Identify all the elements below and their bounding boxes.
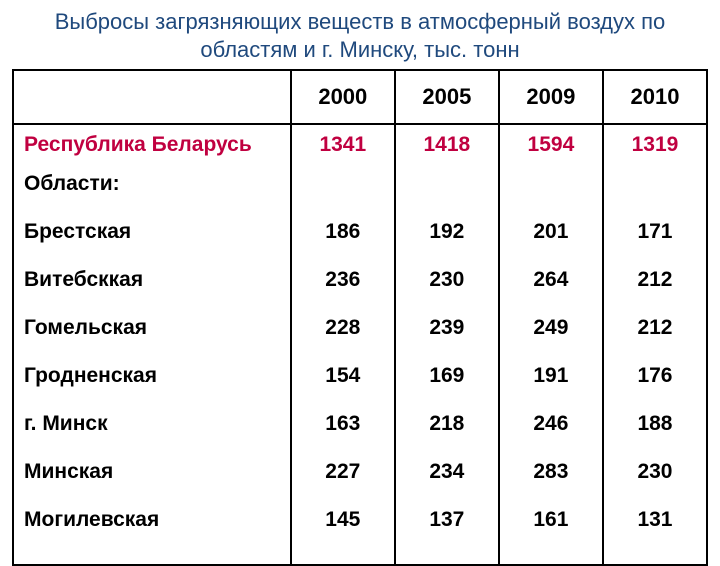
cell-value: 161 bbox=[533, 508, 568, 556]
cell-value: 228 bbox=[325, 316, 360, 364]
cell-value: 163 bbox=[325, 412, 360, 460]
data-table-wrap: 2000 2005 2009 2010 Республика БеларусьО… bbox=[12, 69, 708, 566]
cell-value: 176 bbox=[637, 364, 672, 412]
row-label: Гродненская bbox=[24, 364, 284, 412]
header-empty bbox=[13, 70, 291, 124]
cell-value: 191 bbox=[533, 364, 568, 412]
cell-value: 212 bbox=[637, 316, 672, 364]
page: Выбросы загрязняющих веществ в атмосферн… bbox=[0, 0, 720, 540]
row-label: Минская bbox=[24, 460, 284, 508]
cell-value: 188 bbox=[637, 412, 672, 460]
cell-value: 145 bbox=[325, 508, 360, 556]
cell-value: 234 bbox=[429, 460, 464, 508]
cell-value: 283 bbox=[533, 460, 568, 508]
row-label: Республика Беларусь bbox=[24, 133, 284, 172]
page-title: Выбросы загрязняющих веществ в атмосферн… bbox=[0, 0, 720, 69]
cell-value: 154 bbox=[325, 364, 360, 412]
cell-value: 171 bbox=[637, 220, 672, 268]
cell-value: 230 bbox=[429, 268, 464, 316]
header-year-1: 2005 bbox=[395, 70, 499, 124]
value-col-1: 1418 192230239169218234137 bbox=[395, 124, 499, 565]
value-list-0: 1341 186236228154163227145 bbox=[292, 125, 394, 556]
republic-value: 1594 bbox=[528, 133, 575, 172]
cell-value: 227 bbox=[325, 460, 360, 508]
cell-value: 201 bbox=[533, 220, 568, 268]
cell-value: 137 bbox=[429, 508, 464, 556]
republic-value: 1341 bbox=[319, 133, 366, 172]
cell-value: 230 bbox=[637, 460, 672, 508]
republic-value: 1319 bbox=[632, 133, 679, 172]
cell-value: 264 bbox=[533, 268, 568, 316]
cell-value: 218 bbox=[429, 412, 464, 460]
table-header-row: 2000 2005 2009 2010 bbox=[13, 70, 707, 124]
row-label: Витебсккая bbox=[24, 268, 284, 316]
data-table: 2000 2005 2009 2010 Республика БеларусьО… bbox=[12, 69, 708, 566]
cell-value: 212 bbox=[637, 268, 672, 316]
header-year-3: 2010 bbox=[603, 70, 707, 124]
value-list-3: 1319171212212176188230131 bbox=[604, 125, 706, 556]
cell-value: 236 bbox=[325, 268, 360, 316]
row-label: г. Минск bbox=[24, 412, 284, 460]
cell-value: 249 bbox=[533, 316, 568, 364]
cell-value: 192 bbox=[429, 220, 464, 268]
row-label: Брестская bbox=[24, 220, 284, 268]
value-col-2: 1594 201264249191246283161 bbox=[499, 124, 603, 565]
label-list: Республика БеларусьОбласти:БрестскаяВите… bbox=[24, 133, 284, 556]
cell-value: 169 bbox=[429, 364, 464, 412]
header-year-0: 2000 bbox=[291, 70, 395, 124]
table-body-row: Республика БеларусьОбласти:БрестскаяВите… bbox=[13, 124, 707, 565]
labels-cell: Республика БеларусьОбласти:БрестскаяВите… bbox=[13, 124, 291, 565]
row-label: Могилевская bbox=[24, 508, 284, 556]
row-label: Области: bbox=[24, 172, 284, 220]
cell-value: 246 bbox=[533, 412, 568, 460]
value-list-2: 1594 201264249191246283161 bbox=[500, 125, 602, 556]
value-col-3: 1319171212212176188230131 bbox=[603, 124, 707, 565]
value-list-1: 1418 192230239169218234137 bbox=[396, 125, 498, 556]
value-col-0: 1341 186236228154163227145 bbox=[291, 124, 395, 565]
cell-value: 239 bbox=[429, 316, 464, 364]
cell-value: 186 bbox=[325, 220, 360, 268]
cell-value: 131 bbox=[637, 508, 672, 556]
row-label: Гомельская bbox=[24, 316, 284, 364]
header-year-2: 2009 bbox=[499, 70, 603, 124]
republic-value: 1418 bbox=[423, 133, 470, 172]
